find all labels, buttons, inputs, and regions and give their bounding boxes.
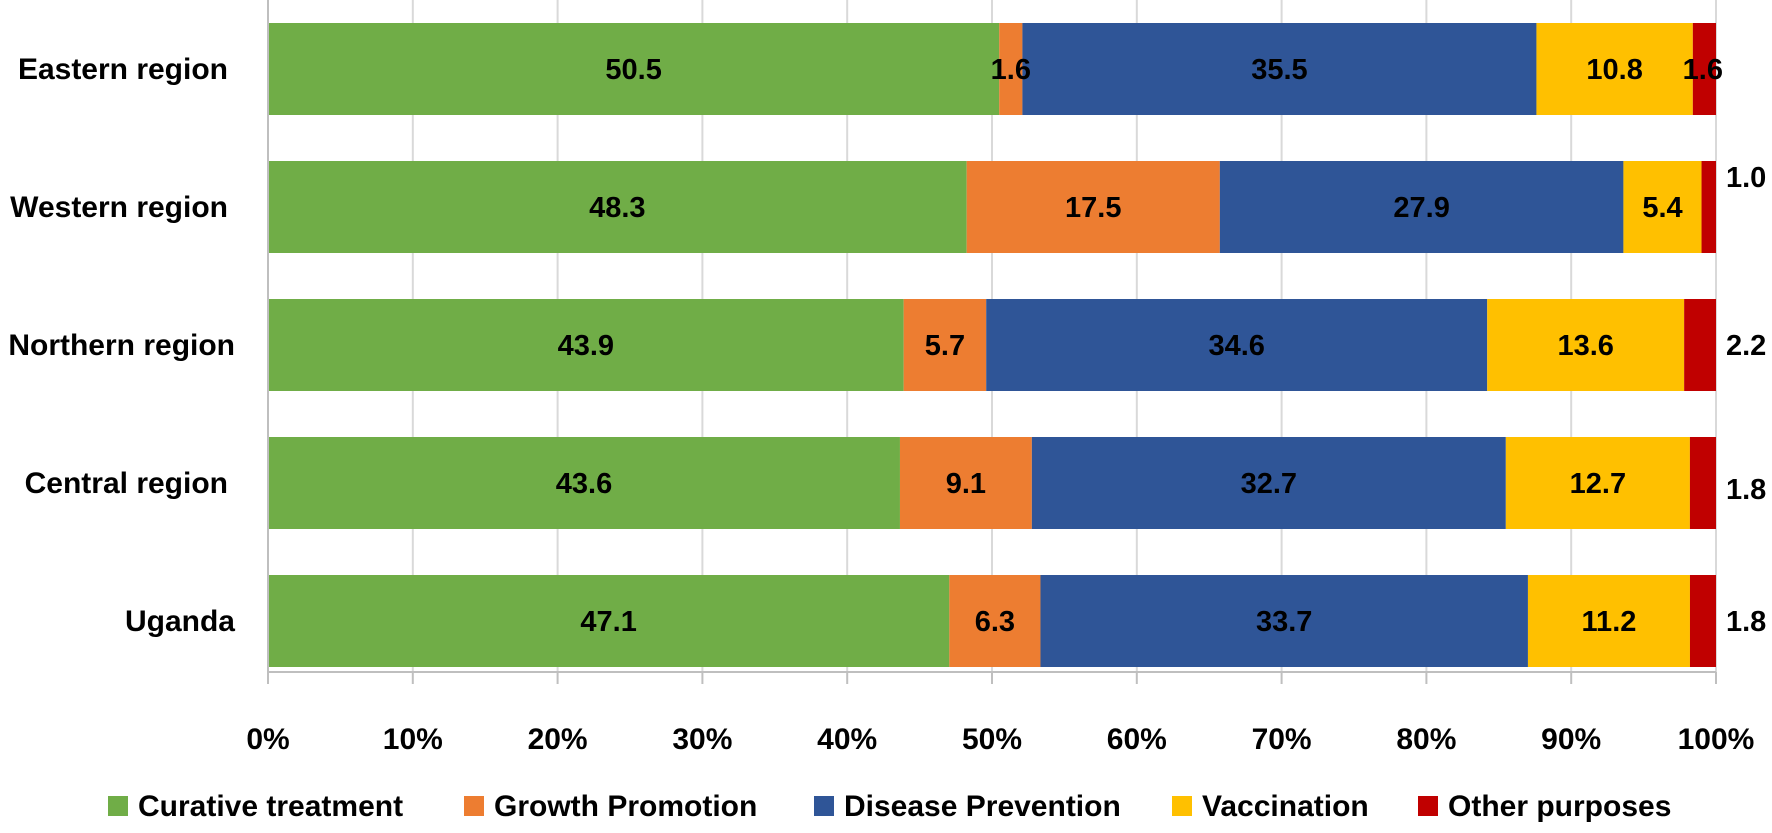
data-label: 34.6 — [1208, 330, 1264, 362]
data-label: 17.5 — [1065, 192, 1121, 224]
legend-swatch — [108, 796, 128, 816]
data-label: 33.7 — [1256, 606, 1312, 638]
x-tick-label: 20% — [528, 723, 588, 756]
legend-label: Other purposes — [1448, 790, 1671, 823]
data-label: 1.6 — [1683, 54, 1723, 86]
data-label: 43.6 — [556, 468, 612, 500]
data-label: 10.8 — [1586, 54, 1642, 86]
x-tick-label: 70% — [1252, 723, 1312, 756]
x-tick-label: 90% — [1541, 723, 1601, 756]
x-tick-label: 60% — [1107, 723, 1167, 756]
data-label: 1.0 — [1726, 162, 1766, 194]
legend-swatch — [1172, 796, 1192, 816]
bar-segment — [1487, 299, 1685, 391]
bar-segment — [1031, 437, 1506, 529]
bar-segment — [268, 161, 967, 253]
bar-segment — [1219, 161, 1624, 253]
bar-segment — [1527, 575, 1690, 667]
data-label: 35.5 — [1251, 54, 1307, 86]
data-label: 5.4 — [1642, 192, 1682, 224]
data-label: 5.7 — [925, 330, 965, 362]
data-label: 2.2 — [1726, 330, 1766, 362]
bar-segment — [949, 575, 1041, 667]
bar-segment — [1623, 161, 1702, 253]
bar-segment — [268, 299, 904, 391]
data-label: 1.8 — [1726, 474, 1766, 506]
x-tick-label: 30% — [672, 723, 732, 756]
legend: Curative treatment Growth Promotion Diseas… — [108, 790, 1671, 823]
legend-label: Vaccination — [1202, 790, 1369, 823]
bars — [268, 23, 1716, 667]
bar-segment — [1022, 23, 1537, 115]
x-tick-label: 10% — [383, 723, 443, 756]
bar-segment — [899, 437, 1032, 529]
data-label: 1.6 — [991, 54, 1031, 86]
x-tick-label: 0% — [246, 723, 289, 756]
data-label: 32.7 — [1241, 468, 1297, 500]
bar-segment — [903, 299, 987, 391]
data-label: 12.7 — [1570, 468, 1626, 500]
data-label: 27.9 — [1393, 192, 1449, 224]
category-label: Central region — [25, 467, 228, 500]
bar-segment — [1692, 23, 1716, 115]
legend-label: Disease Prevention — [844, 790, 1121, 823]
bar-segment — [1505, 437, 1690, 529]
category-label: Western region — [10, 191, 228, 224]
data-label: 48.3 — [589, 192, 645, 224]
bar-segment — [1689, 575, 1716, 667]
bar-segment — [966, 161, 1220, 253]
x-tick-label: 50% — [962, 723, 1022, 756]
bar-segment — [1536, 23, 1693, 115]
data-label: 43.9 — [558, 330, 614, 362]
category-label: Uganda — [125, 605, 235, 638]
x-tick-label: 100% — [1678, 723, 1755, 756]
bar-segment — [268, 575, 950, 667]
data-label: 13.6 — [1557, 330, 1613, 362]
legend-swatch — [1418, 796, 1438, 816]
x-tick-label: 40% — [817, 723, 877, 756]
category-label: Eastern region — [18, 53, 228, 86]
axes: 0% 10% 20% 30% 40% 50% 60% 70% 80% 90% 100% Eastern… — [8, 0, 1754, 756]
data-label: 1.8 — [1726, 606, 1766, 638]
bar-segment — [1684, 299, 1716, 391]
bar-segment — [268, 23, 1000, 115]
bar-segment — [999, 23, 1023, 115]
x-tick-label: 80% — [1396, 723, 1456, 756]
data-label: 9.1 — [946, 468, 986, 500]
data-labels: 50.5 1.6 35.5 10.8 1.6 48.3 17.5 27.9 5.4 1.0 43.9… — [556, 54, 1767, 638]
data-label: 11.2 — [1582, 606, 1637, 638]
legend-label: Growth Promotion — [494, 790, 757, 823]
bar-segment — [1701, 161, 1716, 253]
data-label: 47.1 — [580, 606, 636, 638]
bar-segment — [1040, 575, 1528, 667]
bar-segment — [986, 299, 1488, 391]
data-label: 50.5 — [605, 54, 661, 86]
bar-segment — [268, 437, 900, 529]
data-label: 6.3 — [975, 606, 1015, 638]
legend-swatch — [464, 796, 484, 816]
bar-segment — [1689, 437, 1716, 529]
legend-swatch — [814, 796, 834, 816]
category-label: Northern region — [8, 329, 235, 362]
legend-label: Curative treatment — [138, 790, 403, 823]
